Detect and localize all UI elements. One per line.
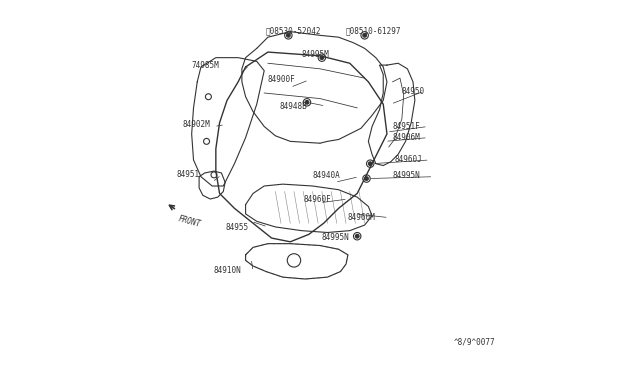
Circle shape bbox=[287, 33, 291, 37]
Text: 84955: 84955 bbox=[225, 223, 248, 232]
Text: ^8/9^0077: ^8/9^0077 bbox=[454, 338, 495, 347]
Text: 84951: 84951 bbox=[177, 170, 200, 179]
Text: 84948B: 84948B bbox=[279, 102, 307, 110]
Text: 84910N: 84910N bbox=[214, 266, 242, 275]
Circle shape bbox=[369, 162, 372, 166]
Text: Ⓢ08530-52042: Ⓢ08530-52042 bbox=[266, 26, 321, 35]
Text: 84995M: 84995M bbox=[301, 50, 329, 59]
Text: 84995N: 84995N bbox=[392, 171, 420, 180]
Circle shape bbox=[365, 177, 369, 180]
Circle shape bbox=[305, 100, 309, 104]
Circle shape bbox=[363, 33, 367, 37]
Text: 74985M: 74985M bbox=[191, 61, 220, 70]
Text: 84906M: 84906M bbox=[392, 133, 420, 142]
Text: 84960F: 84960F bbox=[303, 195, 331, 203]
Circle shape bbox=[320, 56, 324, 60]
Text: Ⓢ08510-61297: Ⓢ08510-61297 bbox=[346, 26, 401, 35]
Text: 84960M: 84960M bbox=[348, 213, 376, 222]
Text: 84950: 84950 bbox=[402, 87, 425, 96]
Text: 84902M: 84902M bbox=[182, 120, 210, 129]
Text: FRONT: FRONT bbox=[177, 214, 202, 229]
Text: 84995N: 84995N bbox=[322, 233, 349, 242]
Text: 84951F: 84951F bbox=[392, 122, 420, 131]
Text: 84900F: 84900F bbox=[268, 76, 296, 84]
Circle shape bbox=[355, 234, 359, 238]
Text: 84960J: 84960J bbox=[394, 155, 422, 164]
Text: 84940A: 84940A bbox=[312, 171, 340, 180]
